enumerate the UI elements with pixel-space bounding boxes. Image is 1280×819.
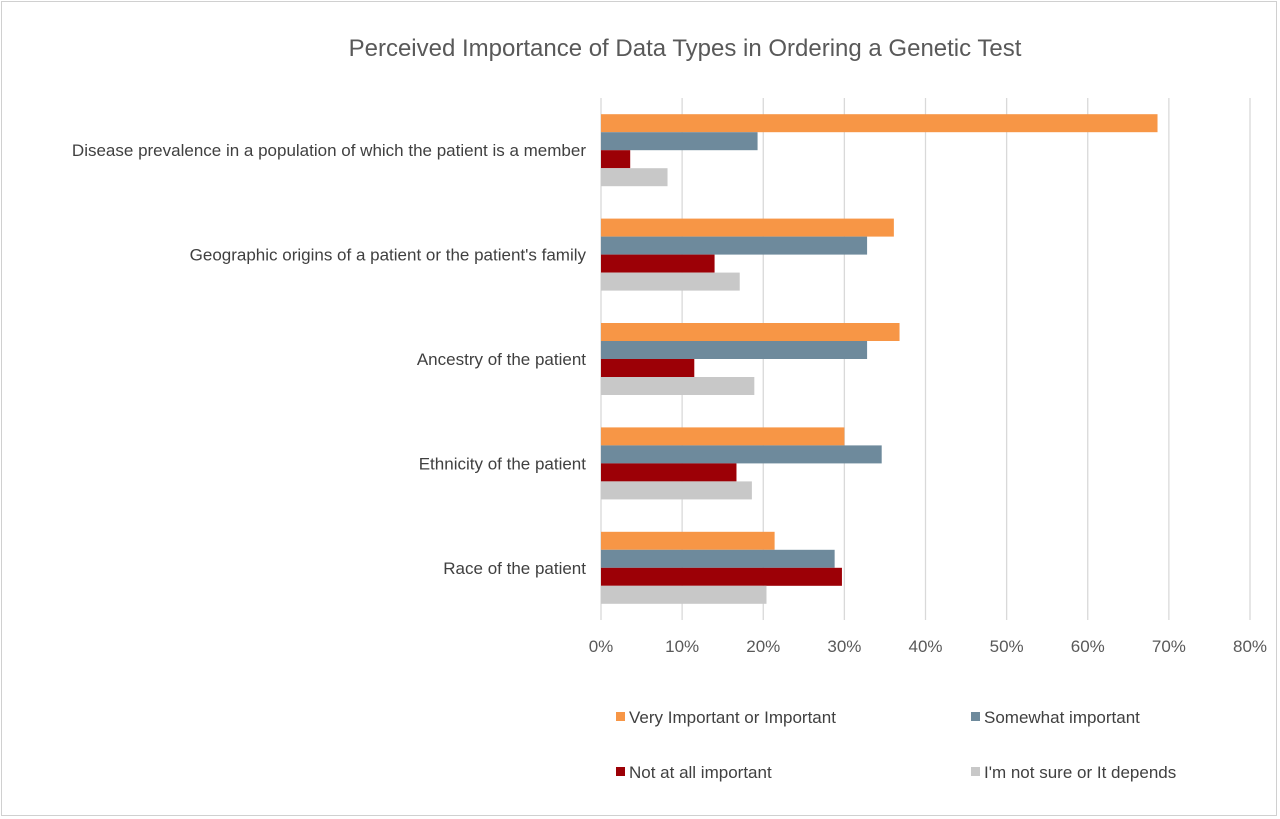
- bar: [601, 377, 755, 395]
- category-label: Disease prevalence in a population of wh…: [72, 141, 586, 160]
- bar: [601, 549, 835, 568]
- x-tick-label: 20%: [746, 637, 780, 656]
- legend-label: Very Important or Important: [629, 708, 836, 727]
- x-tick-label: 80%: [1233, 637, 1267, 656]
- bars: [601, 114, 1158, 604]
- category-label: Ethnicity of the patient: [419, 454, 587, 473]
- x-tick-label: 50%: [990, 637, 1024, 656]
- bar: [601, 359, 695, 377]
- category-labels: Disease prevalence in a population of wh…: [72, 141, 587, 578]
- x-tick-label: 30%: [827, 637, 861, 656]
- category-label: Ancestry of the patient: [417, 350, 586, 369]
- legend-label: I'm not sure or It depends: [984, 763, 1176, 782]
- x-tick-label: 70%: [1152, 637, 1186, 656]
- bar: [601, 150, 631, 169]
- x-axis-ticks: 0% 10% 20% 30% 40% 50% 60% 70% 80%: [589, 637, 1267, 656]
- chart-title: Perceived Importance of Data Types in Or…: [349, 35, 1022, 62]
- bar: [601, 567, 842, 586]
- category-label: Race of the patient: [443, 559, 586, 578]
- bar: [601, 218, 894, 237]
- bar: [601, 254, 715, 273]
- legend-swatch: [616, 767, 625, 776]
- bar: [601, 531, 775, 550]
- bar: [601, 445, 882, 464]
- bar: [601, 272, 740, 291]
- bar: [601, 463, 737, 482]
- bar: [601, 427, 845, 446]
- bar: [601, 236, 868, 255]
- bar: [601, 323, 900, 341]
- x-tick-label: 0%: [589, 637, 614, 656]
- category-label: Geographic origins of a patient or the p…: [190, 246, 587, 265]
- bar: [601, 132, 758, 151]
- x-tick-label: 60%: [1071, 637, 1105, 656]
- bar: [601, 481, 752, 500]
- bar: [601, 114, 1158, 133]
- bar: [601, 585, 767, 604]
- legend-label: Not at all important: [629, 763, 772, 782]
- legend-swatch: [616, 712, 625, 721]
- bar: [601, 341, 868, 359]
- x-tick-label: 40%: [908, 637, 942, 656]
- legend: Very Important or Important Somewhat impo…: [616, 708, 1176, 782]
- x-tick-label: 10%: [665, 637, 699, 656]
- bar: [601, 168, 668, 187]
- legend-swatch: [971, 767, 980, 776]
- legend-label: Somewhat important: [984, 708, 1140, 727]
- legend-swatch: [971, 712, 980, 721]
